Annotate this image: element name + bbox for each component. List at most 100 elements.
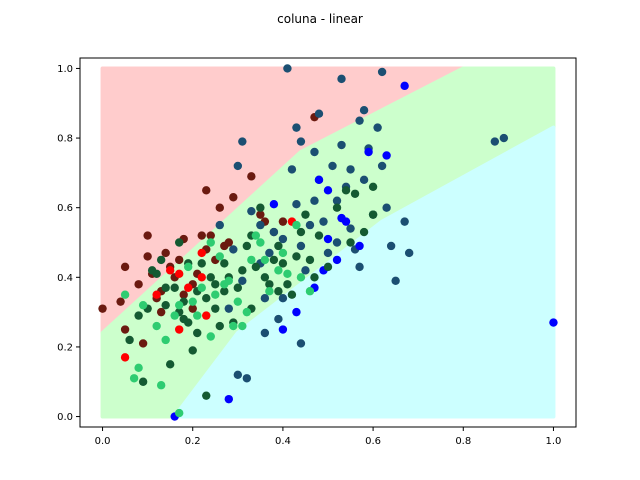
scatter-point-series-6: [129, 374, 139, 383]
scatter-point-series-5: [341, 186, 351, 195]
scatter-point-series-3: [256, 220, 265, 230]
scatter-point-series-6: [256, 238, 265, 247]
scatter-point-series-1: [278, 217, 288, 226]
scatter-point-series-4: [224, 394, 233, 404]
scatter-point-series-3: [314, 109, 324, 118]
scatter-point-series-6: [138, 300, 148, 310]
scatter-point-series-5: [220, 259, 229, 268]
scatter-point-series-6: [251, 231, 261, 240]
scatter-point-series-1: [134, 280, 143, 289]
scatter-point-series-5: [202, 391, 211, 400]
scatter-point-series-6: [156, 381, 166, 390]
y-tick-label: 1.0: [57, 64, 73, 75]
scatter-point-series-3: [292, 123, 301, 132]
chart-title: coluna - linear: [277, 12, 363, 26]
scatter-point-series-2: [165, 266, 175, 275]
scatter-point-series-1: [98, 304, 107, 313]
scatter-point-series-5: [125, 335, 134, 345]
scatter-point-series-6: [161, 335, 170, 345]
scatter-point-series-3: [355, 262, 364, 272]
scatter-point-series-3: [499, 133, 509, 143]
scatter-point-series-3: [278, 234, 288, 244]
scatter-point-series-1: [247, 172, 256, 181]
scatter-point-series-5: [274, 241, 283, 251]
scatter-point-series-5: [206, 273, 215, 282]
scatter-point-series-5: [292, 252, 301, 261]
scatter-point-series-6: [188, 297, 197, 306]
scatter-point-series-5: [152, 269, 161, 279]
scatter-point-series-3: [242, 374, 252, 383]
scatter-point-series-2: [120, 353, 130, 362]
scatter-point-series-6: [229, 321, 238, 331]
scatter-point-series-4: [332, 255, 342, 265]
scatter-point-series-6: [206, 332, 215, 341]
scatter-point-series-4: [323, 234, 333, 244]
scatter-point-series-3: [319, 217, 328, 226]
scatter-point-series-6: [292, 220, 301, 230]
data-points: [98, 64, 558, 421]
y-tick-label: 0.6: [57, 203, 73, 214]
scatter-point-series-5: [161, 283, 170, 292]
scatter-point-series-5: [256, 203, 265, 212]
scatter-point-series-3: [296, 137, 306, 146]
scatter-point-series-5: [305, 255, 315, 265]
y-tick-label: 0.0: [57, 412, 73, 423]
scatter-point-series-5: [260, 273, 270, 282]
scatter-point-series-5: [179, 314, 188, 324]
scatter-point-series-4: [323, 186, 333, 195]
scatter-point-series-5: [251, 262, 261, 272]
x-tick-label: 1.0: [546, 436, 562, 447]
scatter-point-series-5: [346, 238, 355, 247]
scatter-point-series-3: [386, 241, 396, 251]
scatter-point-series-4: [382, 151, 391, 160]
x-tick-label: 0.8: [455, 436, 471, 447]
scatter-point-series-5: [350, 189, 360, 198]
scatter-point-series-5: [134, 311, 143, 320]
scatter-point-series-3: [377, 161, 387, 171]
scatter-point-series-1: [161, 248, 170, 258]
scatter-point-series-2: [197, 273, 206, 282]
scatter-point-series-5: [238, 266, 247, 275]
scatter-point-series-6: [278, 248, 288, 258]
scatter-point-series-3: [391, 276, 400, 285]
scatter-point-series-3: [283, 64, 292, 73]
scatter-point-series-1: [179, 290, 188, 299]
scatter-point-series-1: [256, 210, 265, 219]
scatter-point-series-3: [269, 227, 279, 237]
scatter-point-series-1: [202, 186, 211, 195]
scatter-point-series-4: [364, 147, 373, 157]
scatter-point-series-6: [247, 255, 256, 265]
scatter-point-series-6: [152, 321, 161, 331]
scatter-point-series-6: [211, 290, 220, 299]
scatter-point-series-6: [305, 287, 315, 296]
scatter-point-series-3: [346, 165, 355, 174]
scatter-point-series-5: [215, 321, 224, 331]
scatter-point-series-6: [233, 297, 243, 306]
scatter-point-series-3: [292, 200, 301, 209]
scatter-point-series-4: [314, 175, 324, 185]
scatter-point-series-6: [120, 290, 130, 299]
scatter-point-series-4: [549, 318, 558, 327]
scatter-point-series-3: [359, 175, 369, 185]
scatter-point-series-6: [206, 238, 215, 247]
scatter-point-series-3: [310, 196, 319, 205]
scatter-point-series-3: [233, 161, 243, 171]
scatter-point-series-5: [202, 293, 211, 303]
scatter-point-series-5: [197, 259, 206, 268]
scatter-point-series-2: [175, 269, 184, 279]
scatter-point-series-6: [242, 307, 252, 317]
scatter-point-series-5: [359, 227, 369, 237]
scatter-point-series-3: [238, 276, 247, 285]
scatter-point-series-5: [287, 290, 297, 299]
scatter-point-series-5: [170, 283, 179, 292]
scatter-point-series-6: [283, 269, 292, 279]
x-tick-label: 0.4: [275, 436, 291, 447]
scatter-point-series-5: [368, 182, 378, 192]
scatter-point-series-3: [373, 123, 382, 132]
scatter-point-series-3: [404, 248, 414, 258]
scatter-point-series-3: [260, 328, 270, 338]
scatter-point-series-5: [161, 300, 170, 310]
scatter-point-series-3: [233, 370, 243, 379]
plot-frame: [79, 57, 577, 428]
scatter-point-series-5: [193, 328, 202, 338]
